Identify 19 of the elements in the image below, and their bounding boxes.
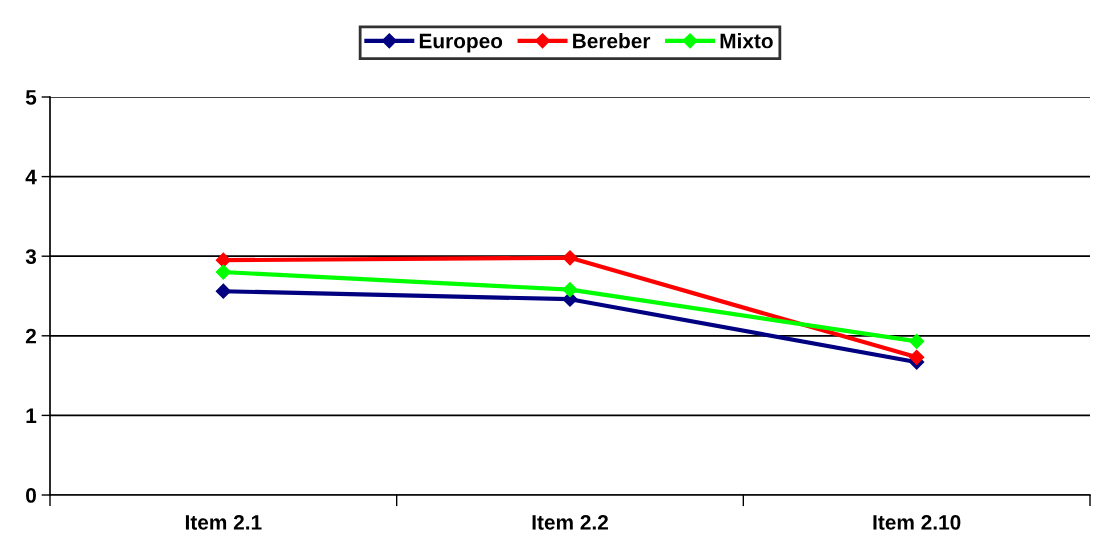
y-tick-label: 1 [26,408,37,423]
y-tick-label: 4 [25,169,37,185]
legend-label: Europeo [419,33,503,53]
x-tick-label: Item 2.10 [873,514,961,530]
point [562,282,578,298]
x-tick-label: Item 2.1 [185,514,262,530]
legend-label: Mixto [720,33,773,49]
x-tick-label: Item 2.2 [532,514,608,530]
y-tick-label: 5 [25,90,37,105]
legend-label: Bereber [573,33,651,49]
point [215,252,231,268]
y-tick-label: 0 [26,488,36,503]
y-tick-label: 3 [25,249,37,264]
point [215,264,231,280]
point [909,333,925,349]
point [562,250,578,266]
point [215,283,231,299]
point [909,349,925,365]
y-tick-label: 2 [25,328,36,344]
